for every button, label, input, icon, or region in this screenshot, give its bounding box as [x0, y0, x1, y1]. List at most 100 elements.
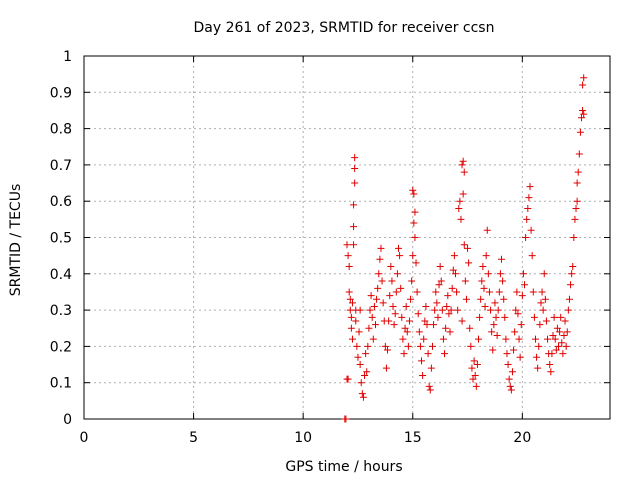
- data-point: [482, 252, 490, 260]
- data-point: [579, 106, 587, 114]
- data-point: [500, 295, 508, 303]
- data-point: [361, 371, 369, 379]
- data-point: [489, 346, 497, 354]
- data-point: [533, 353, 541, 361]
- data-point: [370, 302, 378, 310]
- data-point: [354, 353, 362, 361]
- data-point: [376, 255, 384, 263]
- data-point: [397, 284, 405, 292]
- data-point: [507, 386, 515, 394]
- data-point: [434, 313, 442, 321]
- data-point: [398, 313, 406, 321]
- data-point: [387, 263, 395, 271]
- data-point: [575, 150, 583, 158]
- data-point: [444, 292, 452, 300]
- data-point: [389, 302, 397, 310]
- data-point: [373, 295, 381, 303]
- data-point: [351, 165, 359, 173]
- data-point: [348, 335, 356, 343]
- data-point: [425, 382, 433, 390]
- data-point: [506, 382, 514, 390]
- data-point: [377, 244, 385, 252]
- data-point: [448, 284, 456, 292]
- data-point: [439, 335, 447, 343]
- data-point: [471, 371, 479, 379]
- x-axis-label: GPS time / hours: [285, 459, 402, 475]
- data-point: [352, 317, 360, 325]
- data-point: [567, 281, 575, 289]
- data-point: [410, 219, 418, 227]
- data-point: [427, 364, 435, 372]
- data-point: [428, 342, 436, 350]
- x-tick-label: 15: [404, 430, 422, 446]
- data-point: [446, 328, 454, 336]
- data-point: [548, 350, 556, 358]
- data-point: [510, 346, 518, 354]
- data-point: [522, 234, 530, 241]
- data-point: [403, 328, 411, 336]
- chart-title: Day 261 of 2023, SRMTID for receiver ccs…: [194, 20, 495, 36]
- data-point: [484, 270, 492, 278]
- data-point: [505, 375, 513, 383]
- y-axis-label: SRMTID / TECUs: [8, 184, 24, 297]
- data-point: [384, 346, 392, 354]
- data-point: [445, 310, 453, 318]
- y-tick-label: 1: [63, 49, 72, 65]
- data-point: [544, 335, 552, 343]
- data-point: [476, 313, 484, 321]
- data-point: [411, 234, 419, 241]
- data-point: [359, 393, 367, 401]
- data-point: [478, 277, 486, 285]
- data-point: [498, 255, 506, 263]
- data-point: [519, 270, 527, 278]
- data-point: [464, 244, 472, 252]
- data-point: [562, 342, 570, 350]
- data-point: [401, 324, 409, 332]
- data-point: [423, 321, 431, 329]
- data-point: [501, 313, 509, 321]
- data-point: [479, 263, 487, 271]
- data-point: [418, 357, 426, 365]
- data-point: [343, 241, 351, 249]
- data-point: [502, 335, 510, 343]
- data-point: [411, 208, 419, 216]
- y-tick-label: 0.8: [50, 122, 72, 138]
- x-tick-label: 0: [80, 430, 89, 446]
- data-point: [378, 277, 386, 285]
- data-point: [459, 157, 467, 165]
- data-point: [499, 277, 507, 285]
- data-point: [392, 288, 400, 296]
- data-point: [365, 324, 373, 332]
- data-point: [477, 295, 485, 303]
- data-point: [518, 292, 526, 300]
- data-point: [568, 270, 576, 278]
- data-point: [492, 313, 500, 321]
- data-point: [402, 302, 410, 310]
- data-point: [366, 306, 374, 314]
- data-point: [569, 263, 577, 271]
- data-point: [467, 342, 475, 350]
- data-point: [576, 128, 584, 136]
- data-point: [351, 154, 359, 162]
- data-point: [419, 371, 427, 379]
- data-point: [574, 168, 582, 176]
- data-point: [503, 350, 511, 358]
- data-point: [487, 306, 495, 314]
- data-point: [511, 328, 519, 336]
- data-point: [552, 346, 560, 354]
- data-point: [399, 335, 407, 343]
- data-point: [462, 295, 470, 303]
- data-point: [579, 81, 587, 89]
- data-point: [564, 306, 572, 314]
- data-point: [491, 299, 499, 307]
- data-point: [472, 382, 480, 390]
- data-point: [409, 186, 417, 194]
- data-point: [571, 215, 579, 223]
- data-point: [391, 310, 399, 318]
- data-point: [580, 110, 588, 118]
- data-point: [379, 299, 387, 307]
- x-tick-label: 20: [513, 430, 531, 446]
- data-point: [371, 321, 379, 329]
- data-point: [346, 295, 354, 303]
